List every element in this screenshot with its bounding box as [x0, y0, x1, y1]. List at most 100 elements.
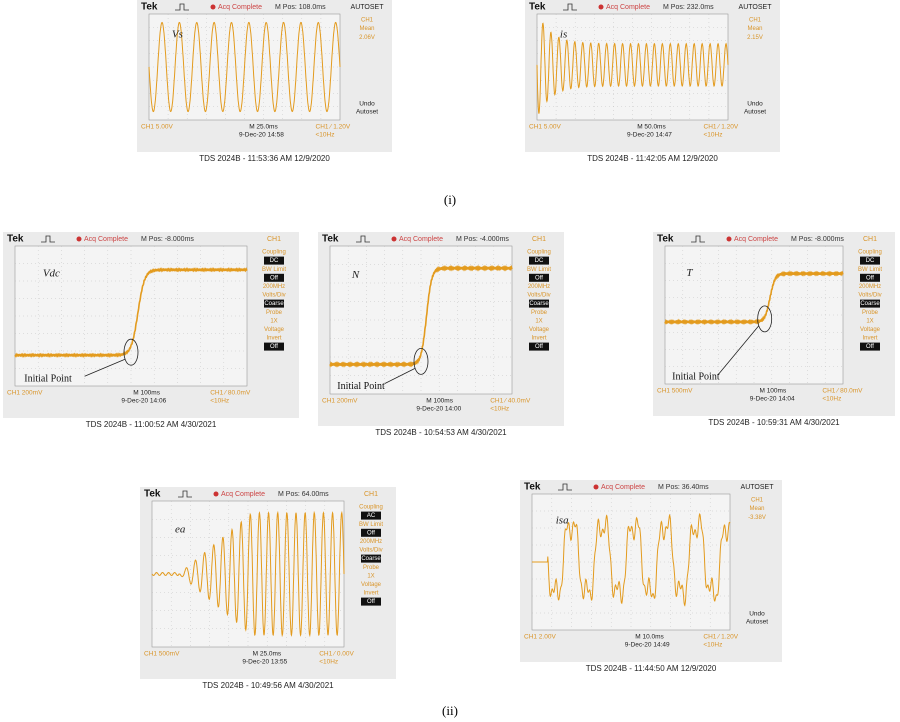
scope-panel: Tek Acq Complete M Pos: -8.000ms CH1 T Initia…: [653, 232, 895, 427]
frequency: <10Hz: [490, 406, 509, 413]
status: Acq Complete: [218, 4, 262, 11]
menu-item: DC: [866, 258, 875, 264]
row-label: (i): [444, 192, 456, 207]
menu-item: Off: [535, 344, 543, 350]
signal-label: Vdc: [43, 268, 60, 280]
trigger: CH1 ⁄ 40.0mV: [490, 398, 531, 405]
menu-item: AC: [367, 513, 376, 519]
trigger: CH1 ⁄ 1.20V: [316, 124, 351, 131]
caption: TDS 2024B - 11:00:52 AM 4/30/2021: [86, 420, 217, 429]
timebase: M 50.0ms: [637, 124, 666, 131]
menu-box: [264, 256, 284, 265]
channel: CH1 500mV: [657, 388, 693, 395]
menu-item: 1X: [866, 318, 873, 324]
menu-item: Off: [367, 530, 375, 536]
menu-box: [860, 273, 880, 282]
timebase: M 100ms: [133, 390, 160, 397]
trigger: CH1 ⁄ 0.00V: [319, 651, 354, 658]
menu-footer: Autoset: [746, 619, 768, 626]
status: Acq Complete: [221, 491, 265, 498]
menu-footer: Undo: [359, 101, 375, 108]
brand: Tek: [144, 489, 161, 500]
menu-box: [529, 273, 549, 282]
frequency: <10Hz: [822, 396, 841, 403]
date: 9-Dec-20 14:06: [121, 398, 166, 405]
menu-item: 1X: [367, 573, 374, 579]
menu-title: AUTOSET: [351, 4, 385, 11]
scope-panel: Tek Acq Complete M Pos: 108.0ms AUTOSET Vs CH…: [137, 0, 392, 163]
menu-title: CH1: [364, 491, 378, 498]
status-dot: [76, 236, 82, 242]
status: Acq Complete: [399, 236, 443, 243]
menu-item: CH1: [751, 498, 764, 504]
menu-item: Probe: [266, 310, 283, 316]
frequency: <10Hz: [316, 132, 335, 139]
trigger: CH1 ⁄ 1.20V: [703, 634, 738, 641]
trigger: CH1 ⁄ 1.20V: [704, 124, 739, 131]
brand: Tek: [7, 234, 24, 245]
status: Acq Complete: [734, 236, 778, 243]
brand: Tek: [529, 2, 546, 13]
status-dot: [213, 491, 219, 497]
menu-item: BW Limit: [262, 267, 286, 273]
channel: CH1 2.00V: [524, 634, 556, 641]
trigger-icon: [175, 3, 189, 11]
caption: TDS 2024B - 11:53:36 AM 12/9/2020: [199, 154, 330, 163]
menu-title: AUTOSET: [739, 4, 773, 11]
position: M Pos: -8.000ms: [141, 236, 194, 243]
status: Acq Complete: [601, 484, 645, 491]
status-dot: [391, 236, 397, 242]
scope-panel: Tek Acq Complete M Pos: -4.000ms CH1 N Initia…: [318, 232, 564, 437]
menu-title: CH1: [532, 236, 546, 243]
timebase: M 100ms: [759, 388, 786, 395]
annotation: Initial Point: [24, 373, 72, 384]
annotation: Initial Point: [672, 371, 720, 382]
menu-box: [860, 256, 880, 265]
signal-label: Vs: [172, 29, 183, 41]
signal-label: is: [560, 29, 567, 41]
menu-item: CH1: [361, 18, 374, 24]
annotation-circle: [413, 347, 429, 375]
position: M Pos: 36.40ms: [658, 484, 709, 491]
menu-item: Voltage: [529, 327, 550, 333]
menu-item: Invert: [363, 591, 378, 597]
menu-item: Coupling: [858, 250, 882, 256]
trigger-icon: [563, 3, 577, 11]
signal-label: N: [351, 269, 360, 281]
menu-item: CH1: [749, 18, 762, 24]
menu-item: Off: [270, 344, 278, 350]
menu-footer: Autoset: [744, 109, 766, 116]
position: M Pos: 232.0ms: [663, 4, 714, 11]
trigger-icon: [356, 235, 370, 243]
menu-item: 2.15V: [747, 35, 763, 41]
scope-panel: Tek Acq Complete M Pos: 232.0ms AUTOSET is CH…: [525, 0, 780, 163]
menu-item: 200MHz: [263, 284, 285, 290]
menu-item: 1X: [535, 318, 542, 324]
waveform: [536, 22, 729, 114]
menu-item: Volts/Div: [262, 293, 285, 299]
menu-item: Coupling: [262, 250, 286, 256]
caption: TDS 2024B - 11:42:05 AM 12/9/2020: [587, 154, 718, 163]
signal-label: T: [686, 267, 693, 279]
scope-panel: Tek Acq Complete M Pos: 64.00ms CH1 ea Coupli…: [140, 487, 396, 690]
menu-item: BW Limit: [359, 522, 383, 528]
menu-item: Probe: [862, 310, 879, 316]
scope-panel: Tek Acq Complete M Pos: 36.40ms AUTOSET isa C…: [520, 480, 782, 673]
menu-item: 200MHz: [528, 284, 550, 290]
date: 9-Dec-20 14:04: [750, 396, 795, 403]
status: Acq Complete: [84, 236, 128, 243]
trigger: CH1 ⁄ 80.0mV: [210, 390, 251, 397]
menu-title: CH1: [863, 236, 877, 243]
date: 9-Dec-20 14:58: [239, 132, 284, 139]
frequency: <10Hz: [703, 642, 722, 649]
menu-item: DC: [535, 258, 544, 264]
menu-box: [361, 597, 381, 606]
menu-item: Voltage: [860, 327, 881, 333]
frequency: <10Hz: [319, 659, 338, 666]
brand: Tek: [141, 2, 158, 13]
timebase: M 25.0ms: [249, 124, 278, 131]
menu-item: Coarse: [361, 556, 381, 562]
brand: Tek: [657, 234, 674, 245]
date: 9-Dec-20 14:00: [416, 406, 461, 413]
